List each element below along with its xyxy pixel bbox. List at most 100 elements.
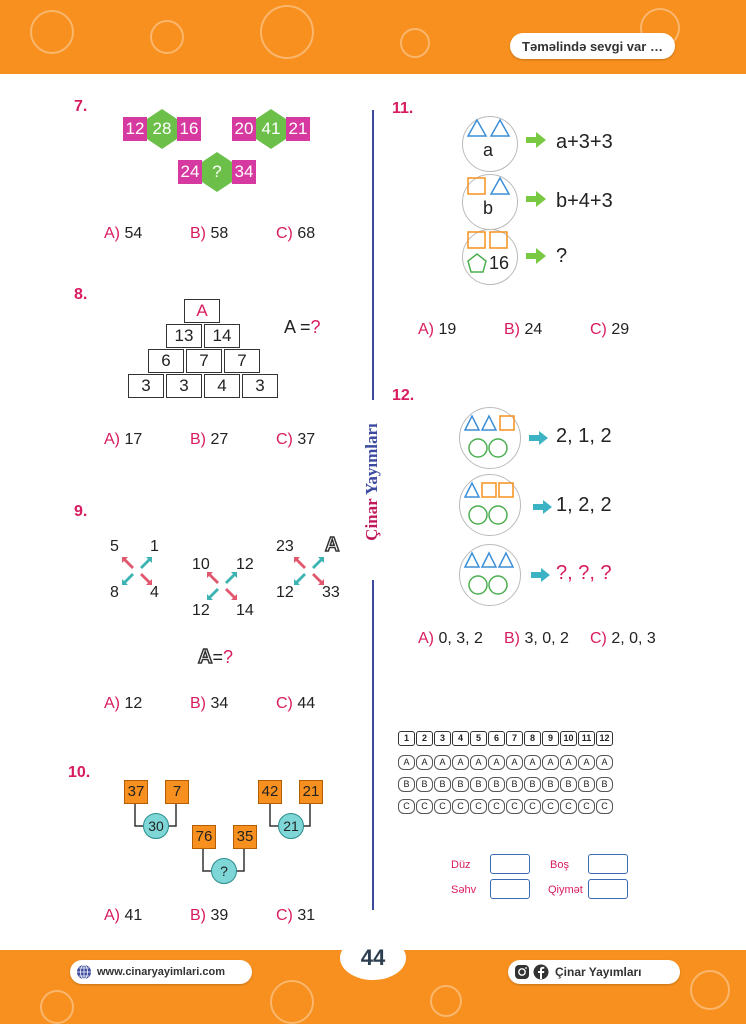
q7-g3-center: ? <box>202 152 232 192</box>
q8-option-c[interactable]: C) 37 <box>276 431 316 448</box>
answer-grid-numbers: 1 2 3 4 5 6 7 8 9 10 11 12 <box>398 731 613 746</box>
answer-bubble-a[interactable]: A <box>452 755 469 770</box>
answer-bubble-a[interactable]: A <box>398 755 415 770</box>
q8-r4-box: 3 <box>128 374 164 398</box>
q10-left-a: 37 <box>124 780 148 804</box>
q11-options: A) 19 B) 24 C) 29 <box>418 321 629 339</box>
teal-arrow-icon <box>531 568 550 582</box>
q11-number: 11. <box>392 100 414 117</box>
q12-option-a[interactable]: A) 0, 3, 2 <box>418 630 483 647</box>
score-grade-box[interactable] <box>588 879 628 899</box>
q10-option-c[interactable]: C) 31 <box>276 907 316 924</box>
answer-bubble-a[interactable]: A <box>470 755 487 770</box>
answer-bubble-c[interactable]: C <box>434 799 451 814</box>
q12-options: A) 0, 3, 2 B) 3, 0, 2 C) 2, 0, 3 <box>418 630 656 648</box>
teal-arrow-icon <box>533 500 552 514</box>
answer-bubble-b[interactable]: B <box>416 777 433 792</box>
q7-option-b[interactable]: B) 58 <box>190 225 229 242</box>
q9-options: A) 12 B) 34 C) 44 <box>104 695 315 713</box>
answer-bubble-a[interactable]: A <box>542 755 559 770</box>
q8-r3-box: 7 <box>224 349 260 373</box>
score-wrong-label: Səhv <box>451 884 477 896</box>
answer-bubble-c[interactable]: C <box>524 799 541 814</box>
q11-option-c[interactable]: C) 29 <box>590 321 630 338</box>
q8-option-b[interactable]: B) 27 <box>190 431 229 448</box>
q10-option-a[interactable]: A) 41 <box>104 907 143 924</box>
q7-option-a[interactable]: A) 54 <box>104 225 143 242</box>
q7-option-c[interactable]: C) 68 <box>276 225 316 242</box>
triangle-icon <box>466 118 511 137</box>
q8-r4-box: 4 <box>204 374 240 398</box>
answer-bubble-b[interactable]: B <box>452 777 469 792</box>
shapes-tri-tri-sq-icon <box>463 414 515 458</box>
q8-question-mark: ? <box>310 317 321 337</box>
answer-bubble-b[interactable]: B <box>488 777 505 792</box>
answer-bubble-b[interactable]: B <box>560 777 577 792</box>
q10-left-b: 7 <box>165 780 189 804</box>
footer-website[interactable]: www.cinaryayimlari.com <box>70 960 252 984</box>
q11-option-a[interactable]: A) 19 <box>418 321 457 338</box>
grid-number-cell: 4 <box>452 731 469 746</box>
answer-bubble-a[interactable]: A <box>416 755 433 770</box>
page-number: 44 <box>340 936 406 980</box>
brand-vertical: Çinar Yayımları <box>352 410 392 570</box>
answer-bubble-b[interactable]: B <box>398 777 415 792</box>
answer-bubble-c[interactable]: C <box>506 799 523 814</box>
q8-r2-box: 13 <box>166 324 202 348</box>
q10-option-b[interactable]: B) 39 <box>190 907 229 924</box>
q12-option-b[interactable]: B) 3, 0, 2 <box>504 630 569 647</box>
q11-row1-result: a+3+3 <box>556 131 613 153</box>
answer-bubble-c[interactable]: C <box>452 799 469 814</box>
q10-bottom-a: 76 <box>192 825 216 849</box>
answer-bubble-a[interactable]: A <box>560 755 577 770</box>
q11-row2-result: b+4+3 <box>556 190 613 212</box>
answer-bubble-b[interactable]: B <box>542 777 559 792</box>
grid-number-cell: 11 <box>578 731 595 746</box>
answer-bubble-a[interactable]: A <box>434 755 451 770</box>
answer-bubble-a[interactable]: A <box>524 755 541 770</box>
grid-number-cell: 1 <box>398 731 415 746</box>
answer-bubble-c[interactable]: C <box>470 799 487 814</box>
answer-bubble-b[interactable]: B <box>434 777 451 792</box>
score-wrong-box[interactable] <box>490 879 530 899</box>
answer-bubble-c[interactable]: C <box>416 799 433 814</box>
shapes-tri-sq-sq-icon <box>463 481 514 525</box>
q11-option-b[interactable]: B) 24 <box>504 321 543 338</box>
q9-c1-tl: 5 <box>110 538 119 555</box>
q9-c2-arrows-icon <box>207 572 237 600</box>
facebook-icon <box>533 964 549 980</box>
q12-row1-result: 2, 1, 2 <box>556 425 612 447</box>
answer-bubble-b[interactable]: B <box>596 777 613 792</box>
answer-bubble-c[interactable]: C <box>488 799 505 814</box>
q8-option-a[interactable]: A) 17 <box>104 431 143 448</box>
q12-option-c[interactable]: C) 2, 0, 3 <box>590 630 656 647</box>
q9-option-c[interactable]: C) 44 <box>276 695 316 712</box>
q8-r4-box: 3 <box>166 374 202 398</box>
answer-bubble-a[interactable]: A <box>488 755 505 770</box>
answer-bubble-c[interactable]: C <box>578 799 595 814</box>
q8-question: A =? <box>284 317 321 338</box>
q7-g2-center: 41 <box>256 109 286 149</box>
answer-bubble-a[interactable]: A <box>596 755 613 770</box>
pentagon-icon <box>467 253 487 273</box>
answer-bubble-c[interactable]: C <box>596 799 613 814</box>
answer-bubble-c[interactable]: C <box>560 799 577 814</box>
q9-option-b[interactable]: B) 34 <box>190 695 229 712</box>
answer-bubble-a[interactable]: A <box>506 755 523 770</box>
score-correct-box[interactable] <box>490 854 530 874</box>
q9-option-a[interactable]: A) 12 <box>104 695 143 712</box>
q7-g2-right: 21 <box>286 117 310 141</box>
score-empty-box[interactable] <box>588 854 628 874</box>
header-slogan: Təməlində sevgi var … <box>510 33 675 59</box>
answer-bubble-a[interactable]: A <box>578 755 595 770</box>
answer-bubble-c[interactable]: C <box>398 799 415 814</box>
answer-bubble-b[interactable]: B <box>470 777 487 792</box>
q9-c1-arrows-icon <box>122 557 152 585</box>
brand-part2: Yayımları <box>362 423 381 495</box>
answer-bubble-c[interactable]: C <box>542 799 559 814</box>
answer-bubble-b[interactable]: B <box>506 777 523 792</box>
answer-bubble-b[interactable]: B <box>578 777 595 792</box>
footer-social[interactable]: Çinar Yayımları <box>508 960 680 984</box>
q8-r4-box: 3 <box>242 374 278 398</box>
answer-bubble-b[interactable]: B <box>524 777 541 792</box>
